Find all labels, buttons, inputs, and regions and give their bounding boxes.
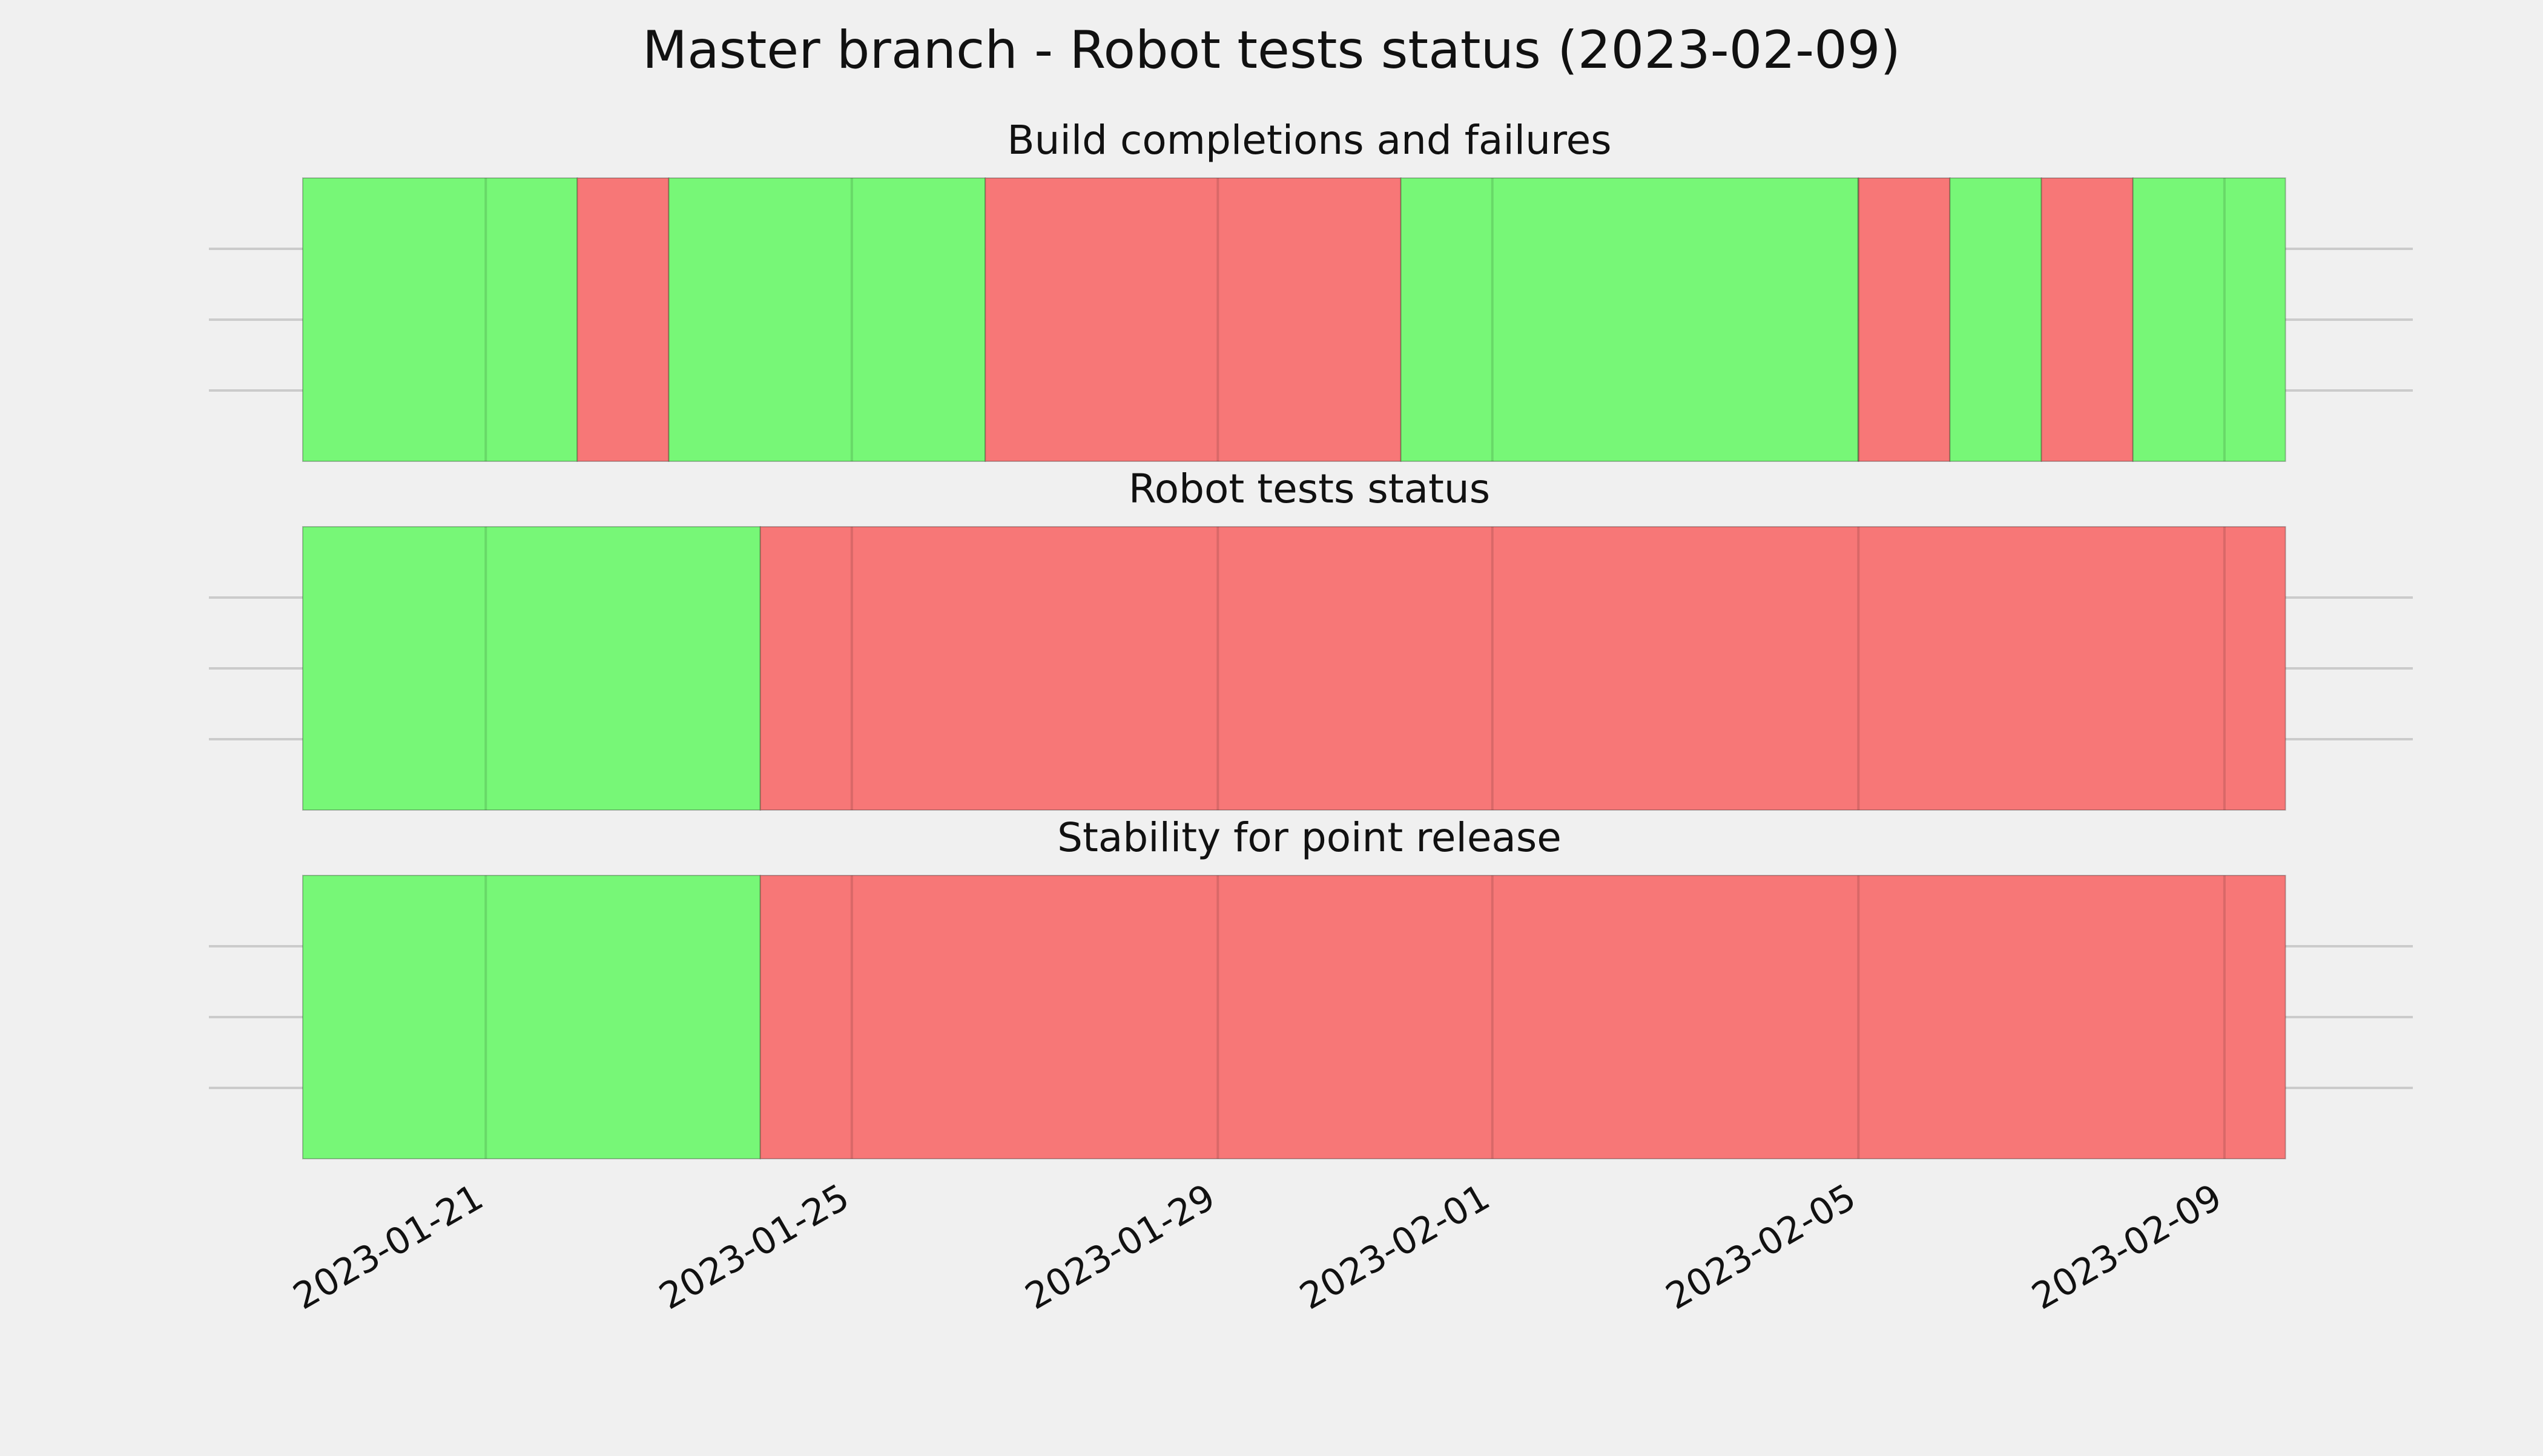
panels: Build completions and failures Robot test… (209, 117, 2413, 1159)
status-segment-fail (985, 177, 1402, 462)
status-segment-pass (2132, 177, 2286, 462)
status-segment-pass (1949, 177, 2042, 462)
x-tick-label: 2023-02-01 (1293, 1176, 1497, 1318)
x-tick-label: 2023-01-25 (652, 1176, 856, 1318)
status-segment-fail (759, 875, 2286, 1159)
panel-title: Build completions and failures (1007, 117, 1611, 163)
panel-title: Stability for point release (1057, 814, 1562, 861)
panel-title: Robot tests status (1129, 466, 1490, 512)
x-axis: 2023-01-21 2023-01-25 2023-01-29 2023-02-01… (286, 1176, 2229, 1318)
x-tick-label: 2023-01-21 (286, 1176, 490, 1318)
panel-3: Stability for point release (209, 814, 2413, 1159)
status-segment-fail (2040, 177, 2134, 462)
status-segment-pass (668, 177, 986, 462)
status-segment-pass (302, 526, 761, 811)
status-segment-pass (1400, 177, 1859, 462)
status-segment-pass (302, 177, 578, 462)
status-segment-fail (576, 177, 670, 462)
chart-title: Master branch - Robot tests status (2023… (642, 20, 1901, 81)
panel-2: Robot tests status (209, 466, 2413, 811)
status-segment-pass (302, 875, 761, 1159)
status-segment-fail (1858, 177, 1951, 462)
x-tick-label: 2023-02-09 (2025, 1176, 2229, 1318)
panel-1: Build completions and failures (209, 117, 2413, 462)
x-tick-label: 2023-02-05 (1659, 1176, 1863, 1318)
status-segment-fail (759, 526, 2286, 811)
x-tick-label: 2023-01-29 (1018, 1176, 1222, 1318)
